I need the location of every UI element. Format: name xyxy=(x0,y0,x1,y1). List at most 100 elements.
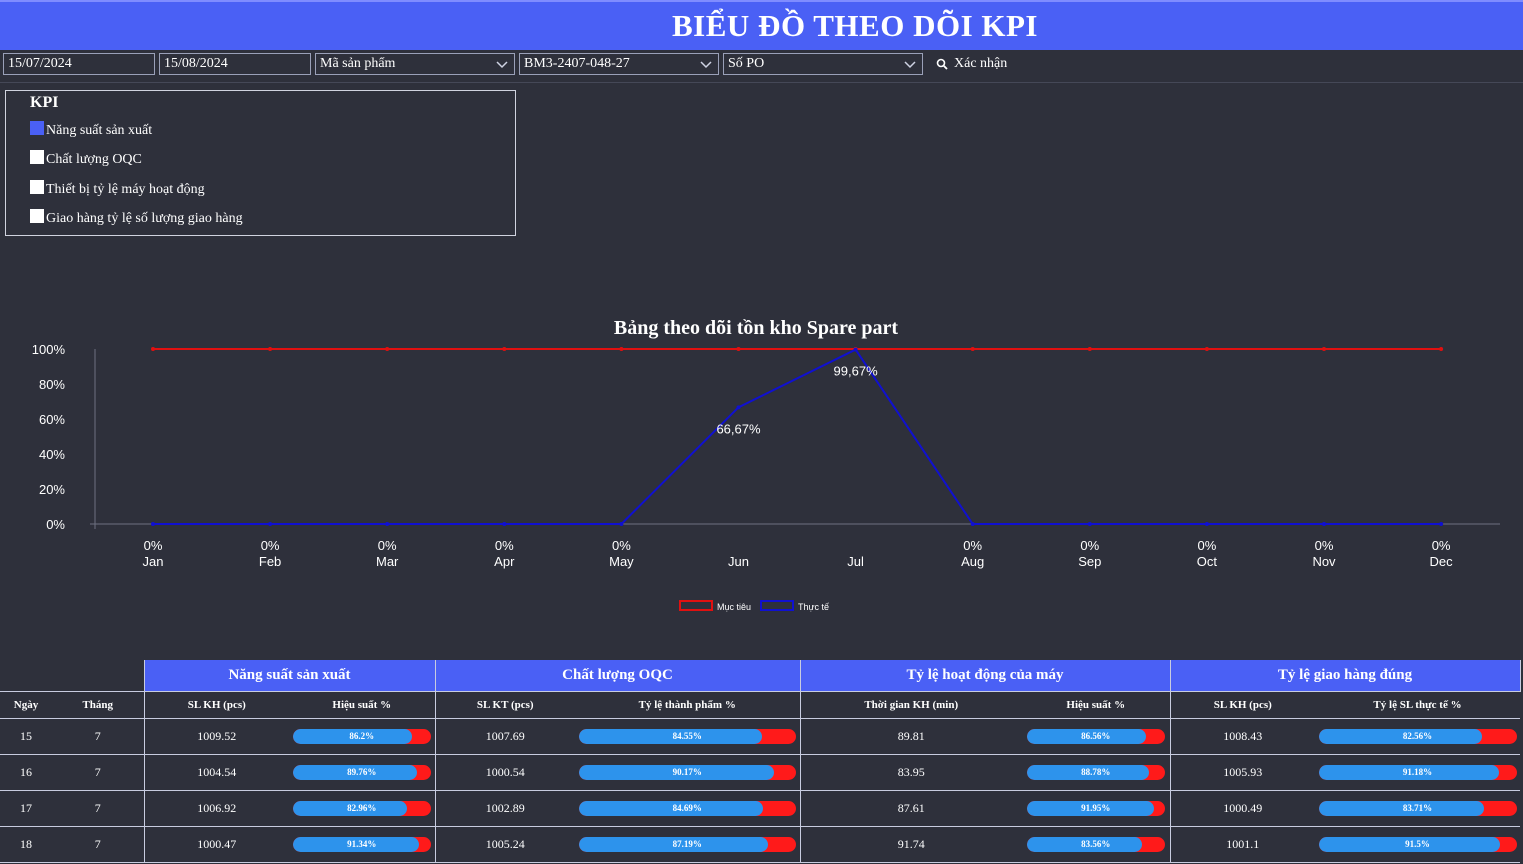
checkbox[interactable] xyxy=(30,209,44,223)
progress-fill xyxy=(1318,837,1500,852)
data-point[interactable] xyxy=(853,347,858,352)
progress-bar: 83.56% xyxy=(1026,837,1165,852)
data-point[interactable] xyxy=(385,522,390,526)
data-point[interactable] xyxy=(1322,522,1326,526)
data-point[interactable] xyxy=(1204,522,1209,526)
document-code-select[interactable]: BM3-2407-048-27 xyxy=(519,53,719,75)
cell-machine-efficiency: 83.56% xyxy=(1022,826,1171,863)
data-point[interactable] xyxy=(619,522,624,526)
legend-swatch[interactable] xyxy=(760,600,794,611)
progress-fill xyxy=(292,729,412,744)
chevron-down-icon xyxy=(700,61,712,69)
data-point[interactable] xyxy=(268,522,273,526)
cell-delivery-plan-qty: 1005.93 xyxy=(1169,754,1316,791)
kpi-option-machine-uptime[interactable]: Thiết bị tỷ lệ máy hoạt động xyxy=(30,180,205,198)
cell-yield-rate: 84.55% xyxy=(575,718,800,755)
kpi-option-label: Thiết bị tỷ lệ máy hoạt động xyxy=(46,182,205,197)
x-value-label: 0% xyxy=(495,538,514,553)
data-point[interactable] xyxy=(502,522,507,526)
progress-fill xyxy=(578,729,763,744)
data-point[interactable] xyxy=(619,347,624,351)
cell-machine-efficiency: 86.56% xyxy=(1022,718,1171,755)
date-to-input[interactable]: 15/08/2024 xyxy=(159,53,311,75)
group-header-delivery-rate: Tỷ lệ giao hàng đúng xyxy=(1169,660,1521,692)
data-point[interactable] xyxy=(385,347,390,351)
cell-plan-qty: 1009.52 xyxy=(143,718,289,755)
progress-value: 90.17% xyxy=(672,767,702,777)
column-header-actual-qty-rate: Tỷ lệ SL thực tế % xyxy=(1315,691,1521,719)
data-point[interactable] xyxy=(736,405,741,410)
data-point[interactable] xyxy=(1204,347,1209,351)
product-code-select[interactable]: Mã sản phẩm xyxy=(315,53,515,75)
cell-machine-efficiency: 91.95% xyxy=(1022,790,1171,827)
kpi-option-label: Chất lượng OQC xyxy=(46,152,142,167)
x-tick-label: May xyxy=(609,554,634,569)
progress-fill xyxy=(292,837,419,852)
table-row: 18 7 1000.47 91.34% 1005.24 87.19% 91.74 83.56%… xyxy=(0,826,1521,863)
cell-plan-time: 91.74 xyxy=(799,826,1022,863)
table-row: 17 7 1006.92 82.96% 1002.89 84.69% 87.61 91.95%… xyxy=(0,790,1521,827)
data-point[interactable] xyxy=(268,347,273,351)
legend-swatch[interactable] xyxy=(679,600,713,611)
kpi-option-oqc-quality[interactable]: Chất lượng OQC xyxy=(30,150,142,168)
data-point[interactable] xyxy=(970,347,975,351)
cell-inspect-qty: 1005.24 xyxy=(434,826,575,863)
progress-bar: 91.18% xyxy=(1318,765,1517,780)
progress-fill xyxy=(292,765,417,780)
checkbox[interactable] xyxy=(30,121,44,135)
kpi-option-delivery-rate[interactable]: Giao hàng tỷ lệ số lượng giao hàng xyxy=(30,209,243,227)
progress-bar: 91.5% xyxy=(1318,837,1517,852)
data-point[interactable] xyxy=(1087,522,1092,526)
x-value-label: 0% xyxy=(144,538,163,553)
progress-bar: 82.96% xyxy=(292,801,431,816)
checkbox[interactable] xyxy=(30,150,44,164)
data-point[interactable] xyxy=(1439,522,1444,526)
data-point[interactable] xyxy=(502,347,507,351)
progress-value: 86.2% xyxy=(349,731,375,741)
progress-bar: 87.19% xyxy=(578,837,796,852)
x-tick-label: Sep xyxy=(1078,554,1101,569)
series-line xyxy=(153,348,1442,525)
cell-delivery-plan-qty: 1008.43 xyxy=(1169,718,1316,755)
data-point[interactable] xyxy=(736,347,741,351)
checkbox[interactable] xyxy=(30,180,44,194)
x-value-label: 0% xyxy=(1198,538,1217,553)
filter-bar: 15/07/2024 15/08/2024 Mã sản phẩm BM3-24… xyxy=(0,50,1523,83)
confirm-label: Xác nhận xyxy=(954,56,1008,71)
progress-fill xyxy=(1026,837,1143,852)
po-number-select[interactable]: Số PO xyxy=(723,53,923,75)
cell-day: 15 xyxy=(0,718,52,755)
data-point[interactable] xyxy=(151,522,155,526)
cell-month: 7 xyxy=(52,790,144,827)
progress-fill xyxy=(1026,765,1150,780)
progress-value: 89.76% xyxy=(347,767,377,777)
document-code-value: BM3-2407-048-27 xyxy=(524,56,630,71)
legend-label: Mục tiêu xyxy=(717,602,751,612)
cell-delivery-plan-qty: 1000.49 xyxy=(1169,790,1316,827)
product-code-value: Mã sản phẩm xyxy=(320,56,396,71)
search-icon xyxy=(936,58,948,70)
cell-efficiency: 86.2% xyxy=(289,718,435,755)
confirm-button[interactable]: Xác nhận xyxy=(936,55,1007,73)
data-point[interactable] xyxy=(1087,347,1092,351)
progress-bar: 88.78% xyxy=(1026,765,1165,780)
data-point[interactable] xyxy=(1322,347,1326,351)
progress-bar: 86.56% xyxy=(1026,729,1165,744)
progress-bar: 84.55% xyxy=(578,729,796,744)
progress-value: 91.5% xyxy=(1405,839,1430,849)
x-value-label: 0% xyxy=(1315,538,1334,553)
data-point[interactable] xyxy=(1439,347,1444,351)
x-tick-label: Jul xyxy=(847,554,864,569)
cell-inspect-qty: 1007.69 xyxy=(434,718,575,755)
progress-fill xyxy=(578,801,763,816)
kpi-option-productivity[interactable]: Năng suất sản xuất xyxy=(30,121,152,139)
kpi-title: KPI xyxy=(30,94,59,111)
data-point[interactable] xyxy=(970,522,975,526)
x-tick-label: Jun xyxy=(728,554,749,569)
progress-value: 86.56% xyxy=(1081,731,1111,741)
progress-bar: 91.34% xyxy=(292,837,431,852)
column-header-plan-time: Thời gian KH (min) xyxy=(799,691,1022,719)
data-point[interactable] xyxy=(151,347,155,351)
kpi-selector: KPI Năng suất sản xuất Chất lượng OQC Th… xyxy=(5,90,516,236)
date-from-input[interactable]: 15/07/2024 xyxy=(3,53,155,75)
